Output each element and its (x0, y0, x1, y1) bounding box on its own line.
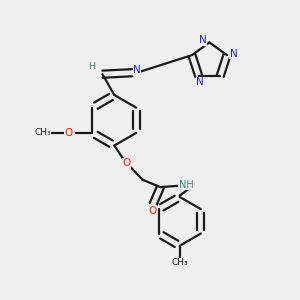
Text: N: N (199, 35, 207, 45)
Text: H: H (88, 62, 95, 71)
Text: O: O (148, 206, 157, 216)
Text: O: O (64, 128, 73, 138)
Text: N: N (230, 49, 237, 59)
Text: N: N (196, 77, 204, 87)
Text: N: N (133, 65, 141, 75)
Text: CH₃: CH₃ (34, 128, 51, 137)
Text: NH: NH (179, 180, 194, 190)
Text: O: O (122, 158, 130, 168)
Text: CH₃: CH₃ (171, 258, 188, 267)
